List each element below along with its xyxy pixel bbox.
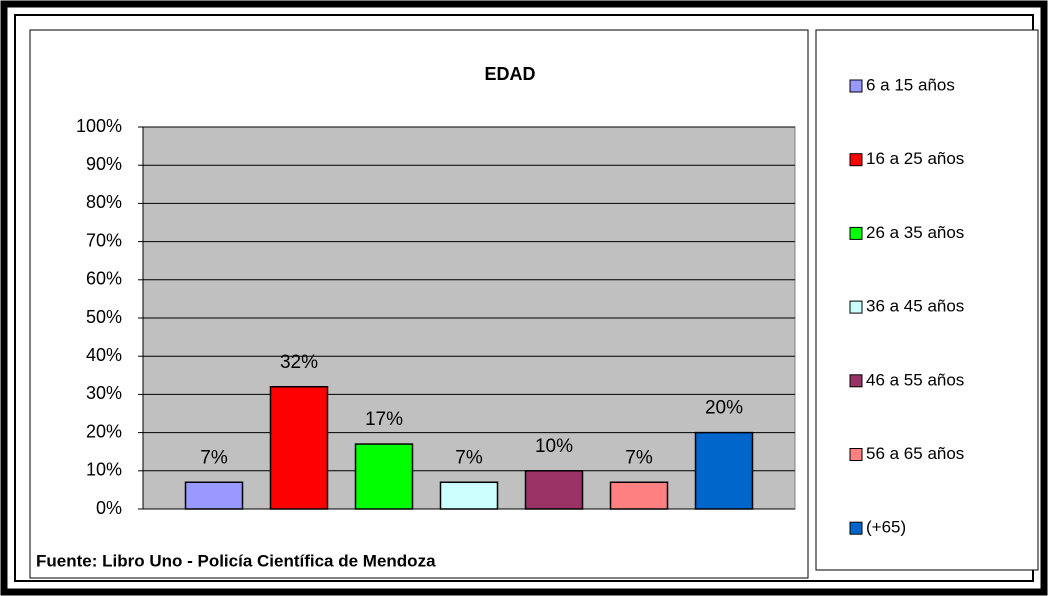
y-tick-label: 70% (86, 230, 122, 250)
legend-swatch (849, 300, 863, 314)
y-tick-label: 0% (96, 498, 122, 518)
legend-label: 26 a 35 años (866, 223, 964, 242)
source-note: Fuente: Libro Uno - Policía Científica d… (36, 551, 436, 570)
legend-label: 16 a 25 años (866, 149, 964, 168)
chart-title: EDAD (484, 64, 535, 84)
y-tick-label: 90% (86, 154, 122, 174)
value-label: 17% (365, 409, 403, 430)
bar (694, 431, 754, 510)
value-label: 7% (200, 447, 228, 468)
legend-label: 6 a 15 años (866, 75, 955, 94)
legend-swatch (849, 521, 863, 535)
legend-box (815, 29, 1039, 571)
value-label: 32% (280, 352, 318, 373)
y-tick-label: 80% (86, 192, 122, 212)
value-label: 20% (705, 398, 743, 419)
legend-swatch (849, 374, 863, 388)
legend-label: 36 a 45 años (866, 297, 964, 316)
y-tick-label: 50% (86, 307, 122, 327)
value-label: 7% (455, 447, 483, 468)
legend-swatch (849, 153, 863, 167)
y-tick-label: 40% (86, 345, 122, 365)
bar (439, 481, 499, 510)
y-tick-label: 100% (76, 116, 122, 136)
legend-swatch (849, 226, 863, 240)
y-tick-label: 30% (86, 383, 122, 403)
y-tick-label: 10% (86, 460, 122, 480)
legend-label: 56 a 65 años (866, 444, 964, 463)
bar (184, 481, 244, 510)
legend-swatch (849, 79, 863, 93)
bar (609, 481, 669, 510)
y-tick-label: 20% (86, 421, 122, 441)
value-label: 7% (625, 447, 653, 468)
legend-label: 46 a 55 años (866, 370, 964, 389)
bar (524, 470, 584, 510)
bar (354, 443, 414, 510)
y-tick-label: 60% (86, 269, 122, 289)
legend-swatch (849, 448, 863, 461)
legend-label: (+65) (866, 518, 906, 537)
bar (269, 386, 329, 510)
value-label: 10% (535, 436, 573, 457)
